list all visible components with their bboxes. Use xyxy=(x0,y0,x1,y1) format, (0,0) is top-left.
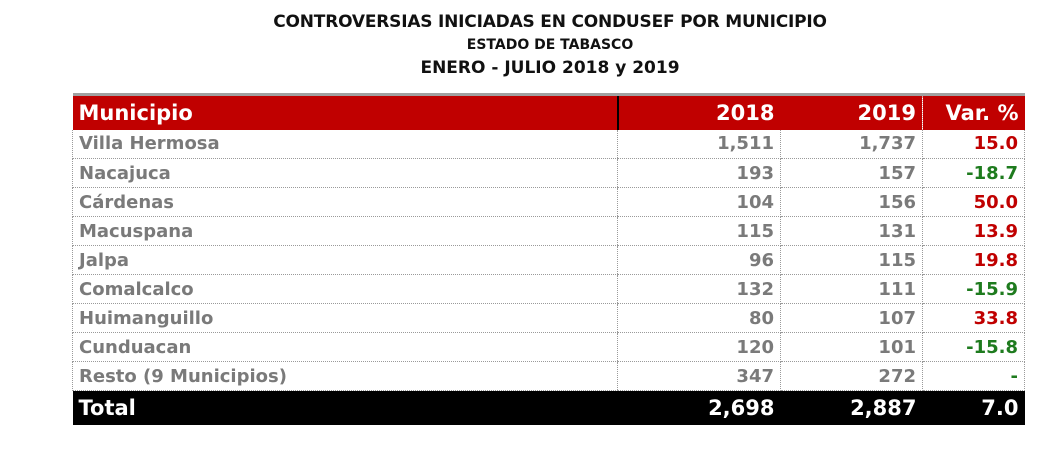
cell-2018: 80 xyxy=(617,303,781,333)
cell-municipio: Huimanguillo xyxy=(72,303,618,333)
cell-var: -18.7 xyxy=(922,158,1025,188)
table-row: Jalpa 96 115 19.8 xyxy=(72,245,1025,275)
cell-2019: 107 xyxy=(780,303,923,333)
title-block: CONTROVERSIAS INICIADAS EN CONDUSEF POR … xyxy=(0,10,1041,80)
cell-var: 19.8 xyxy=(922,245,1025,275)
cell-municipio: Villa Hermosa xyxy=(72,129,618,159)
cell-var: 50.0 xyxy=(922,187,1025,217)
cell-2019: 272 xyxy=(780,361,923,391)
table-row: Resto (9 Municipios) 347 272- xyxy=(72,361,1025,391)
cell-var: -15.9 xyxy=(922,274,1025,304)
table-row: Cunduacan 120 101 -15.8 xyxy=(72,332,1025,362)
cell-municipio: Jalpa xyxy=(72,245,618,275)
cell-2018: 120 xyxy=(617,332,781,362)
cell-2018: 347 xyxy=(617,361,781,391)
total-var: 7.0 xyxy=(981,395,1019,420)
total-2018: 2,698 xyxy=(708,395,775,420)
report-period: ENERO - JULIO 2018 y 2019 xyxy=(420,58,680,78)
report-subtitle: ESTADO DE TABASCO xyxy=(466,37,634,53)
cell-municipio: Comalcalco xyxy=(72,274,618,304)
cell-var: 13.9 xyxy=(922,216,1025,246)
cell-2019: 1,737 xyxy=(780,129,923,159)
controversias-table: Municipio 2018 2019 Var. % Villa Hermosa… xyxy=(72,93,1025,425)
cell-2018: 104 xyxy=(617,187,781,217)
header-municipio: Municipio xyxy=(78,100,193,125)
total-row: Total 2,698 2,887 7.0 xyxy=(72,390,1025,425)
table-row: Macuspana 115 131 13.9 xyxy=(72,216,1025,246)
table-row: Huimanguillo 80 107 33.8 xyxy=(72,303,1025,333)
cell-2019: 111 xyxy=(780,274,923,304)
report-title: CONTROVERSIAS INICIADAS EN CONDUSEF POR … xyxy=(273,12,827,32)
cell-municipio: Cárdenas xyxy=(72,187,618,217)
cell-var: 33.8 xyxy=(922,303,1025,333)
cell-var: -15.8 xyxy=(922,332,1025,362)
table-row: Comalcalco 132 111 -15.9 xyxy=(72,274,1025,304)
cell-municipio: Nacajuca xyxy=(72,158,618,188)
cell-2018: 132 xyxy=(617,274,781,304)
cell-2019: 101 xyxy=(780,332,923,362)
cell-2018: 96 xyxy=(617,245,781,275)
cell-var: 15.0 xyxy=(922,129,1025,159)
cell-2019: 156 xyxy=(780,187,923,217)
header-2018: 2018 xyxy=(616,94,781,130)
cell-2019: 157 xyxy=(780,158,923,188)
table-row: Cárdenas 104 156 50.0 xyxy=(72,187,1025,217)
cell-2019: 131 xyxy=(780,216,923,246)
table-row: Villa Hermosa 1,511 1,737 15.0 xyxy=(72,129,1025,159)
table-header-row: Municipio 2018 2019 Var. % xyxy=(72,94,1025,130)
total-2019: 2,887 xyxy=(850,395,917,420)
cell-municipio: Cunduacan xyxy=(72,332,618,362)
cell-2019: 115 xyxy=(780,245,923,275)
cell-var: - xyxy=(922,361,1025,391)
header-var: Var. % xyxy=(922,94,1025,130)
total-label: Total xyxy=(78,395,136,420)
cell-municipio: Macuspana xyxy=(72,216,618,246)
cell-2018: 1,511 xyxy=(617,129,781,159)
cell-2018: 115 xyxy=(617,216,781,246)
cell-municipio: Resto (9 Municipios) xyxy=(72,361,618,391)
table-row: Nacajuca 193 157 -18.7 xyxy=(72,158,1025,188)
cell-2018: 193 xyxy=(617,158,781,188)
header-2019: 2019 xyxy=(857,100,916,125)
